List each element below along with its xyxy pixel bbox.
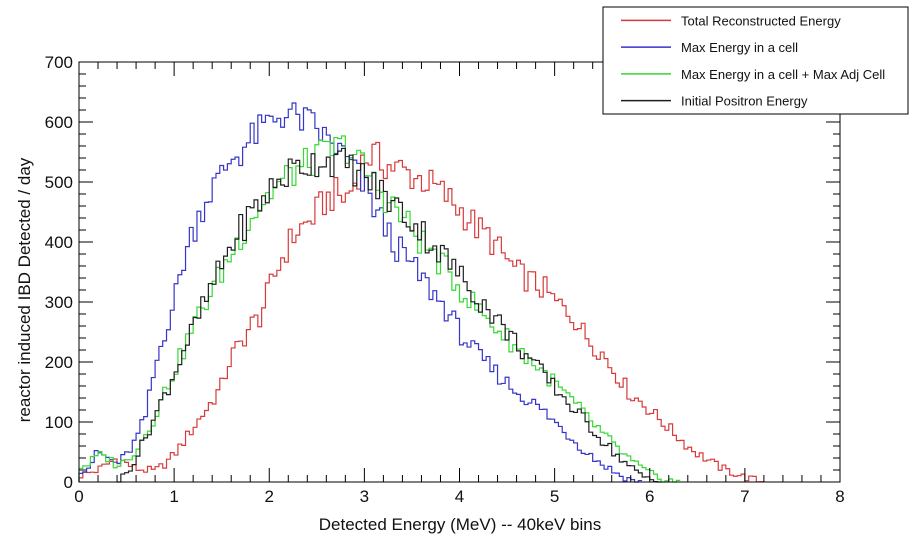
x-tick-label: 0 [74,487,83,506]
y-axis-label: reactor induced IBD Detected / day [15,157,34,422]
legend-label: Initial Positron Energy [681,94,808,109]
legend-label: Max Energy in a cell + Max Adj Cell [681,67,885,82]
x-tick-label: 4 [455,487,464,506]
series-line [117,147,662,483]
y-tick-label: 600 [45,113,73,132]
x-tick-label: 8 [835,487,844,506]
x-tick-label: 5 [550,487,559,506]
y-tick-label: 500 [45,173,73,192]
series-layer [78,102,764,483]
x-tick-label: 2 [265,487,274,506]
x-tick-label: 7 [740,487,749,506]
y-tick-label: 700 [45,53,73,72]
x-tick-label: 1 [169,487,178,506]
legend-label: Max Energy in a cell [681,40,798,55]
series-line [78,141,764,483]
x-axis-label: Detected Energy (MeV) -- 40keV bins [319,515,602,534]
y-tick-label: 0 [64,473,73,492]
y-tick-label: 400 [45,233,73,252]
legend-label: Total Reconstructed Energy [681,13,841,28]
legend: Total Reconstructed Energy Max Energy in … [602,6,909,115]
axes-layer: 0 100 200 300 400 500 600 700 0 1 2 3 4 5 6 7 8 [45,53,845,506]
y-tick-label: 200 [45,353,73,372]
y-tick-label: 100 [45,413,73,432]
y-tick-label: 300 [45,293,73,312]
x-tick-label: 6 [645,487,654,506]
legend-box [602,6,909,115]
x-tick-label: 3 [360,487,369,506]
